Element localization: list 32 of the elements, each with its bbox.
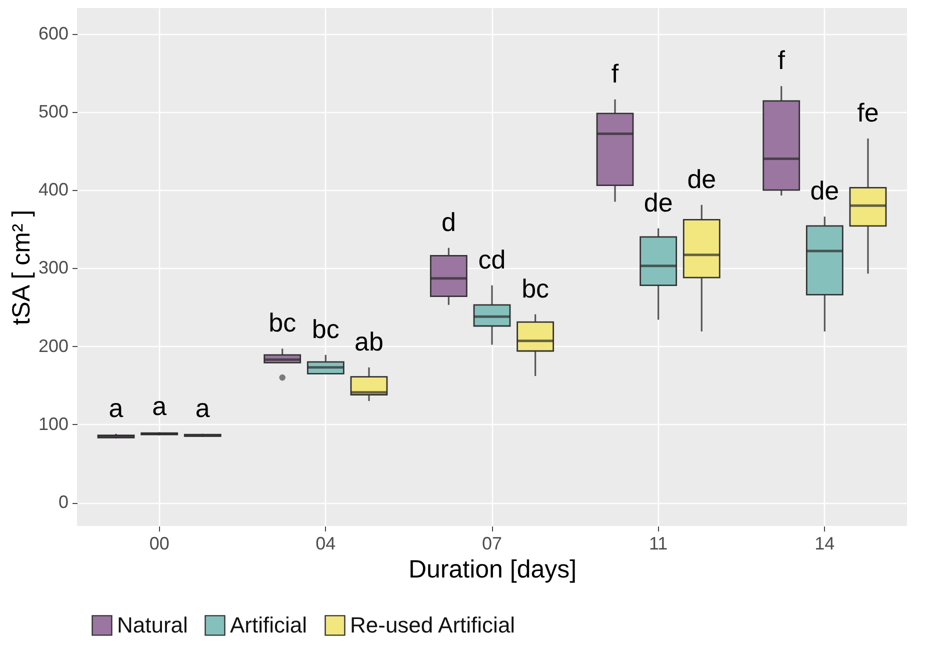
annotation: a — [108, 392, 124, 423]
annotation: a — [195, 392, 210, 423]
annotation: ab — [354, 326, 384, 356]
annotation: de — [810, 176, 840, 206]
annotation: bc — [268, 308, 296, 338]
annotation: d — [441, 206, 456, 237]
annotation: f — [611, 58, 620, 88]
annotation: fe — [857, 97, 879, 128]
legend-label: Re-used Artificial — [350, 612, 516, 638]
annotation: f — [778, 45, 786, 76]
y-tick-label: 400 — [38, 180, 68, 200]
y-tick-label: 300 — [38, 258, 68, 278]
x-tick-label: 07 — [482, 534, 502, 554]
y-tick-label: 600 — [38, 23, 68, 44]
annotation: de — [644, 187, 673, 218]
annotation: cd — [478, 244, 506, 274]
y-axis-title: tSA [ cm² ] — [7, 210, 36, 326]
x-tick-label: 14 — [814, 534, 835, 554]
annotation: bc — [522, 273, 550, 304]
annotation: bc — [312, 314, 340, 344]
y-tick-label: 500 — [38, 101, 68, 122]
legend-label: Natural — [117, 612, 188, 638]
x-tick-label: 11 — [648, 534, 668, 554]
legend-label: Artificial — [230, 612, 308, 638]
y-tick-label: 200 — [38, 336, 68, 356]
x-tick-label: 00 — [149, 534, 170, 554]
annotation: a — [152, 391, 168, 422]
x-tick-label: 04 — [316, 534, 336, 554]
y-tick-label: 0 — [58, 492, 68, 512]
x-axis-title: Duration [days] — [408, 556, 577, 584]
annotation: de — [687, 164, 716, 194]
y-tick-label: 100 — [38, 414, 68, 434]
